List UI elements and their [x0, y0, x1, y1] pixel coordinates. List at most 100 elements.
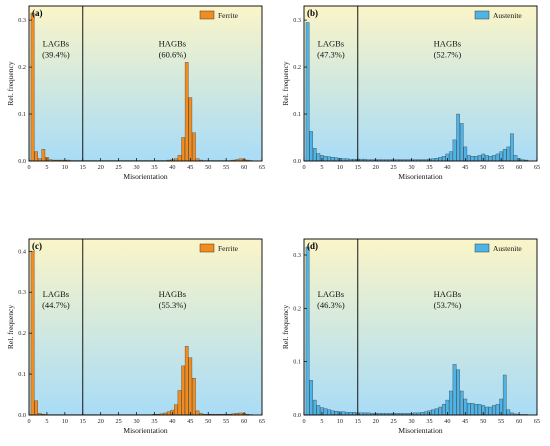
x-tick-label: 50	[480, 418, 486, 425]
x-tick-label: 0	[27, 164, 30, 171]
bar-34	[424, 411, 428, 416]
x-tick-label: 25	[391, 164, 397, 171]
x-tick-label: 35	[151, 418, 157, 425]
legend-swatch	[199, 10, 215, 20]
bar-44	[459, 390, 464, 416]
plot-frame	[28, 5, 263, 162]
x-tick-label: 30	[133, 164, 139, 171]
bar-45	[188, 97, 193, 162]
plot-frame	[303, 5, 538, 162]
bar-4	[41, 149, 46, 162]
x-axis-title: Misorientation	[398, 172, 442, 181]
bar-54	[495, 153, 500, 162]
x-tick-label: 65	[259, 164, 265, 171]
y-tick-label: 0.1	[293, 111, 301, 118]
x-tick-label: 35	[151, 164, 157, 171]
bar-51	[484, 155, 489, 162]
bar-56	[502, 149, 507, 162]
bar-1	[30, 12, 35, 162]
y-axis-title: Rel. frequency	[6, 305, 15, 349]
x-tick-label: 30	[408, 418, 414, 425]
lagb-percent: (47.3%)	[317, 49, 345, 59]
chart-panel-d: 0 5 10 15 20 25 30 35 40 45 50 55 60 65 0.0 0.1 0.2 0.3 Mi…	[281, 238, 540, 435]
x-tick-label: 50	[205, 418, 211, 425]
x-tick-label: 55	[223, 418, 229, 425]
bar-42	[452, 364, 457, 416]
x-tick-label: 40	[444, 164, 450, 171]
x-tick-label: 10	[62, 418, 68, 425]
bar-6	[323, 156, 328, 162]
x-tick-label: 5	[45, 164, 48, 171]
plot-background	[29, 6, 262, 161]
bar-38	[438, 157, 443, 162]
bar-47	[470, 156, 475, 162]
x-tick-label: 65	[534, 418, 540, 425]
x-tick-label: 20	[98, 418, 104, 425]
y-tick-label: 0.0	[293, 158, 301, 165]
lagb-percent: (39.4%)	[42, 49, 70, 59]
bar-9	[334, 157, 339, 162]
bar-39	[441, 156, 446, 162]
bar-59	[513, 155, 518, 162]
bar-42	[452, 139, 457, 162]
x-tick-label: 10	[337, 418, 343, 425]
plot-frame	[28, 238, 263, 416]
bar-2	[309, 131, 313, 162]
x-tick-label: 25	[116, 164, 122, 171]
x-tick-label: 35	[426, 418, 432, 425]
x-tick-label: 15	[355, 418, 361, 425]
y-tick-label: 0.0	[293, 412, 301, 419]
legend-label: Ferrite	[218, 11, 239, 20]
bar-43	[181, 365, 185, 416]
bar-46	[192, 377, 196, 416]
hagb-label: HAGBs	[159, 38, 186, 48]
x-tick-label: 50	[205, 164, 211, 171]
hagb-label: HAGBs	[434, 289, 461, 299]
bar-45	[188, 357, 193, 416]
hagb-percent: (55.3%)	[159, 300, 187, 310]
bar-49	[477, 155, 482, 162]
y-tick-label: 0.4	[18, 248, 26, 255]
lagb-label: LAGBs	[43, 289, 69, 299]
x-axis-title: Misorientation	[123, 426, 167, 435]
bar-46	[467, 403, 471, 416]
hagb-percent: (52.7%)	[434, 49, 462, 59]
x-tick-label: 45	[187, 418, 193, 425]
x-tick-label: 20	[373, 418, 379, 425]
panel-tag: (d)	[307, 241, 318, 251]
x-tick-label: 20	[98, 164, 104, 171]
x-tick-label: 45	[462, 164, 468, 171]
y-tick-label: 0.0	[18, 412, 26, 419]
bar-1	[305, 246, 310, 416]
y-axis-title: Rel. frequency	[6, 61, 15, 105]
x-tick-label: 55	[223, 164, 229, 171]
x-tick-label: 5	[320, 418, 323, 425]
y-tick-label: 0.2	[293, 64, 301, 71]
y-tick-label: 0.2	[293, 305, 301, 312]
bar-4	[316, 405, 321, 416]
x-axis-title: Misorientation	[123, 172, 167, 181]
x-tick-label: 15	[355, 164, 361, 171]
bar-48	[474, 404, 478, 416]
bar-52	[488, 406, 493, 416]
legend-swatch	[199, 243, 215, 253]
hagb-percent: (53.7%)	[434, 300, 462, 310]
chart-panel-b: 0 5 10 15 20 25 30 35 40 45 50 55 60 65 0.0 0.1 0.2 0.3 Mi…	[281, 5, 540, 181]
hagb-label: HAGBs	[434, 38, 461, 48]
y-tick-label: 0.1	[293, 359, 301, 366]
y-tick-label: 0.3	[293, 252, 301, 259]
bar-8	[330, 157, 335, 162]
bar-53	[492, 405, 496, 416]
x-tick-label: 55	[498, 418, 504, 425]
bar-36	[431, 409, 435, 416]
plot-background	[29, 239, 262, 415]
y-tick-label: 0.1	[18, 111, 26, 118]
x-tick-label: 25	[391, 418, 397, 425]
bar-41	[449, 390, 453, 416]
bar-2	[309, 380, 313, 416]
bar-41	[449, 151, 453, 162]
x-axis-title: Misorientation	[398, 426, 442, 435]
lagb-label: LAGBs	[318, 289, 344, 299]
x-tick-label: 5	[45, 418, 48, 425]
x-tick-label: 60	[516, 418, 522, 425]
